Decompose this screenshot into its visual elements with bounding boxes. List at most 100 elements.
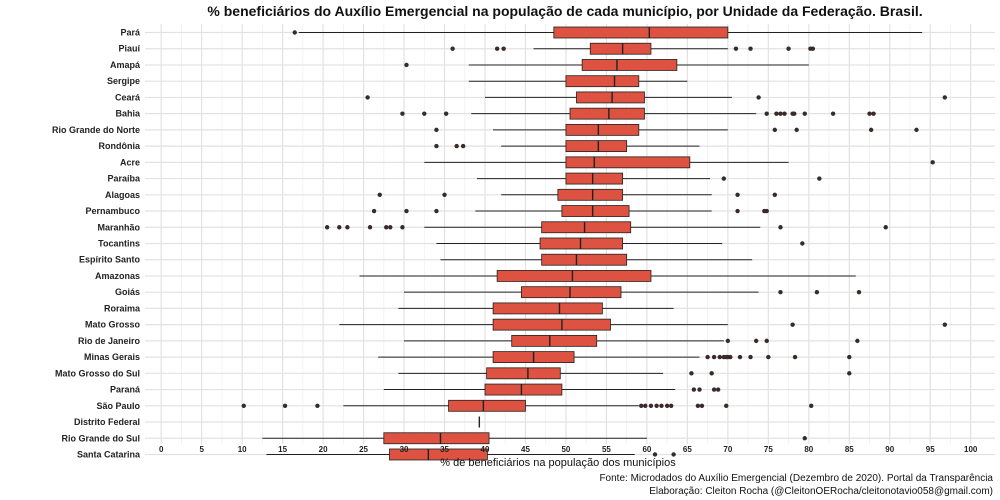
outlier-point <box>792 111 797 116</box>
outlier-point <box>494 46 500 51</box>
grid-layer <box>145 24 995 456</box>
box-17 <box>398 302 674 315</box>
outlier-point <box>659 403 664 408</box>
outlier-point <box>705 354 710 360</box>
outlier-point <box>756 95 761 100</box>
iqr-box <box>541 221 632 234</box>
category-label: Alagoas <box>105 190 140 200</box>
outlier-point <box>654 403 659 408</box>
iqr-box <box>521 286 622 299</box>
outlier-point <box>643 403 648 408</box>
x-tick-label: 60 <box>642 445 651 454</box>
category-label: Tocantins <box>98 238 140 248</box>
outlier-point <box>778 111 783 116</box>
box-0 <box>292 26 923 39</box>
x-tick-label: 35 <box>440 445 449 454</box>
box-13 <box>436 237 805 250</box>
iqr-box <box>486 367 561 380</box>
x-tick-label: 65 <box>683 445 692 454</box>
iqr-box <box>561 205 630 217</box>
iqr-box <box>557 188 624 201</box>
outlier-point <box>735 208 740 214</box>
box-26 <box>266 448 676 461</box>
outlier-point <box>868 127 874 133</box>
outlier-point <box>460 143 466 149</box>
outlier-point <box>883 225 888 230</box>
box-layer <box>241 26 948 461</box>
category-label: Mato Grosso do Sul <box>55 368 140 378</box>
outlier-point <box>871 111 876 116</box>
x-tick-label: 50 <box>561 445 570 454</box>
category-label: São Paulo <box>96 401 140 411</box>
outlier-point <box>699 403 705 408</box>
outlier-point <box>671 452 676 457</box>
outlier-point <box>689 371 694 376</box>
outlier-point <box>377 192 382 197</box>
x-tick-label: 95 <box>926 445 935 454</box>
box-3 <box>468 75 688 88</box>
box-10 <box>377 188 778 201</box>
outlier-point <box>782 111 787 116</box>
iqr-box <box>565 172 624 185</box>
outlier-point <box>748 354 753 360</box>
outlier-point <box>715 387 721 392</box>
category-label: Sergipe <box>107 76 140 86</box>
outlier-point <box>365 95 370 100</box>
box-15 <box>359 270 856 282</box>
iqr-box <box>389 448 488 461</box>
box-16 <box>404 286 862 299</box>
outlier-point <box>450 46 455 51</box>
box-25 <box>262 432 807 445</box>
outlier-point <box>814 289 820 295</box>
category-label: Goiás <box>115 287 140 297</box>
outlier-point <box>847 371 852 376</box>
x-tick-label: 10 <box>238 445 247 454</box>
category-label: Rondônia <box>99 141 141 151</box>
outlier-point <box>691 387 697 392</box>
outlier-point <box>648 403 654 408</box>
box-20 <box>378 351 852 364</box>
outlier-point <box>914 127 919 133</box>
outlier-point <box>241 403 246 408</box>
iqr-box <box>581 59 678 71</box>
iqr-box <box>565 140 628 153</box>
category-label: Rio de Janeiro <box>78 336 141 346</box>
outlier-point <box>709 371 714 376</box>
iqr-box <box>484 383 563 396</box>
outlier-point <box>337 225 342 230</box>
category-label: Amazonas <box>95 271 140 281</box>
x-tick-label: 70 <box>723 445 732 454</box>
category-label: Santa Catarina <box>77 449 141 459</box>
outlier-point <box>802 111 807 116</box>
outlier-point <box>639 403 644 408</box>
plot-panel <box>145 24 995 444</box>
x-tick-label: 100 <box>964 445 978 454</box>
outlier-point <box>778 225 783 230</box>
box-21 <box>398 367 852 380</box>
x-tick-label: 15 <box>278 445 287 454</box>
outlier-point <box>388 225 393 230</box>
x-tick-label: 90 <box>885 445 894 454</box>
x-tick-label: 45 <box>521 445 530 454</box>
outlier-point <box>810 46 816 51</box>
outlier-point <box>652 452 658 457</box>
box-8 <box>424 156 935 169</box>
outlier-point <box>753 338 759 344</box>
category-label: Acre <box>120 157 140 167</box>
outlier-point <box>711 387 717 392</box>
category-label: Pernambuco <box>85 206 140 216</box>
x-tick-label: 20 <box>319 445 328 454</box>
outlier-point <box>778 289 783 295</box>
outlier-point <box>748 46 753 51</box>
iqr-box <box>565 75 640 88</box>
iqr-box <box>496 270 652 282</box>
outlier-point <box>721 176 727 181</box>
category-label: Amapá <box>110 60 141 70</box>
category-label: Mato Grosso <box>85 320 141 330</box>
iqr-box <box>589 42 652 55</box>
iqr-box <box>511 334 598 347</box>
box-14 <box>440 253 753 266</box>
iqr-box <box>541 253 628 266</box>
iqr-box <box>565 156 691 169</box>
